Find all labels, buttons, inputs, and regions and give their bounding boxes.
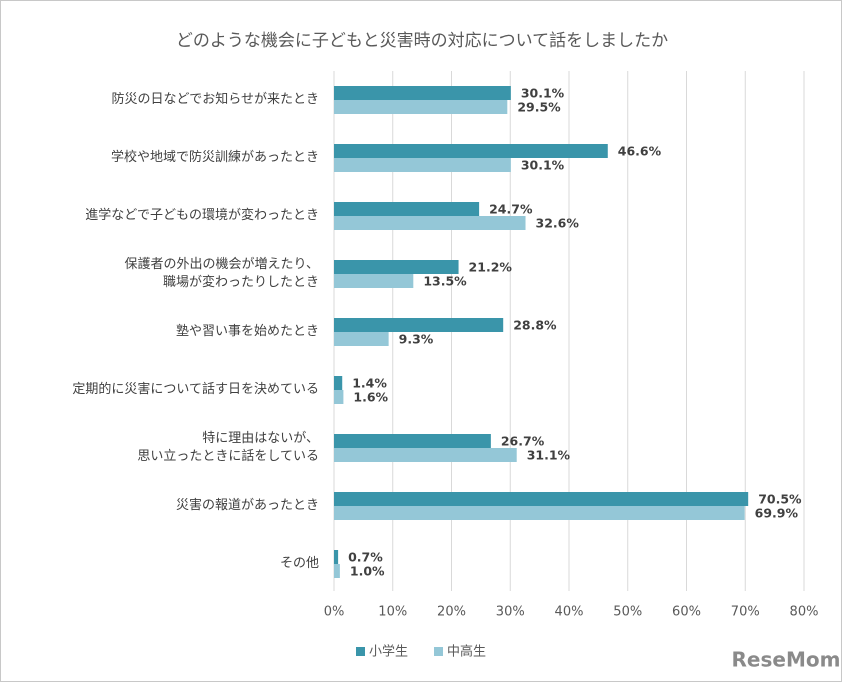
value-label: 9.3% [399, 332, 434, 347]
value-label: 1.0% [350, 564, 385, 579]
value-label: 30.1% [521, 158, 565, 173]
value-label: 26.7% [501, 434, 545, 449]
x-tick-label: 40% [555, 605, 584, 620]
x-tick-label: 20% [437, 605, 466, 620]
value-label: 1.6% [353, 390, 388, 405]
x-tick-label: 10% [378, 605, 407, 620]
x-tick-label: 70% [731, 605, 760, 620]
legend-swatch [434, 647, 443, 656]
category-label: その他 [279, 556, 319, 571]
value-label: 1.4% [352, 376, 387, 391]
bar [334, 318, 504, 332]
bar [334, 158, 511, 172]
value-label: 32.6% [536, 216, 580, 231]
value-label: 13.5% [423, 274, 467, 289]
watermark: ReseMom [732, 648, 841, 672]
category-label: 災害の報道があったとき [175, 498, 319, 513]
bar [334, 434, 491, 448]
x-tick-label: 50% [613, 605, 642, 620]
bar [334, 506, 745, 520]
category-label: 塾や習い事を始めたとき [175, 324, 319, 339]
bar [334, 100, 508, 114]
x-tick-label: 0% [324, 605, 345, 620]
value-label: 30.1% [521, 86, 565, 101]
category-label: 防災の日などでお知らせが来たとき [111, 92, 319, 107]
category-label: 学校や地域で防災訓練があったとき [110, 150, 319, 165]
legend-swatch [356, 647, 365, 656]
bar [334, 550, 339, 564]
value-label: 0.7% [348, 550, 383, 565]
category-label: 特に理由はないが、 思い立ったときに話をしている [137, 431, 319, 464]
bar [334, 202, 480, 216]
chart-title: どのような機会に子どもと災害時の対応について話をしましたか [176, 31, 668, 51]
value-label: 69.9% [755, 506, 799, 521]
bar [334, 332, 389, 346]
bar [334, 144, 608, 158]
bar [334, 274, 414, 288]
value-label: 24.7% [489, 202, 533, 217]
value-label: 31.1% [527, 448, 571, 463]
x-tick-label: 60% [672, 605, 701, 620]
bar [334, 448, 517, 462]
value-label: 21.2% [469, 260, 513, 275]
bar [334, 86, 511, 100]
category-label: 進学などで子どもの環境が変わったとき [85, 208, 319, 223]
value-label: 70.5% [758, 492, 802, 507]
legend-label: 中高生 [447, 644, 486, 660]
x-tick-label: 80% [790, 605, 819, 620]
bar [334, 216, 526, 230]
value-label: 28.8% [513, 318, 557, 333]
value-label: 29.5% [517, 100, 561, 115]
bar [334, 260, 459, 274]
legend-label: 小学生 [369, 644, 408, 660]
bar [334, 492, 749, 506]
bar [334, 376, 343, 390]
x-tick-label: 30% [496, 605, 525, 620]
category-label: 定期的に災害について話す日を決めている [72, 382, 319, 397]
bar [334, 564, 340, 578]
value-label: 46.6% [618, 144, 662, 159]
category-label: 保護者の外出の機会が増えたり、 職場が変わったりしたとき [124, 257, 319, 290]
bar [334, 390, 344, 404]
